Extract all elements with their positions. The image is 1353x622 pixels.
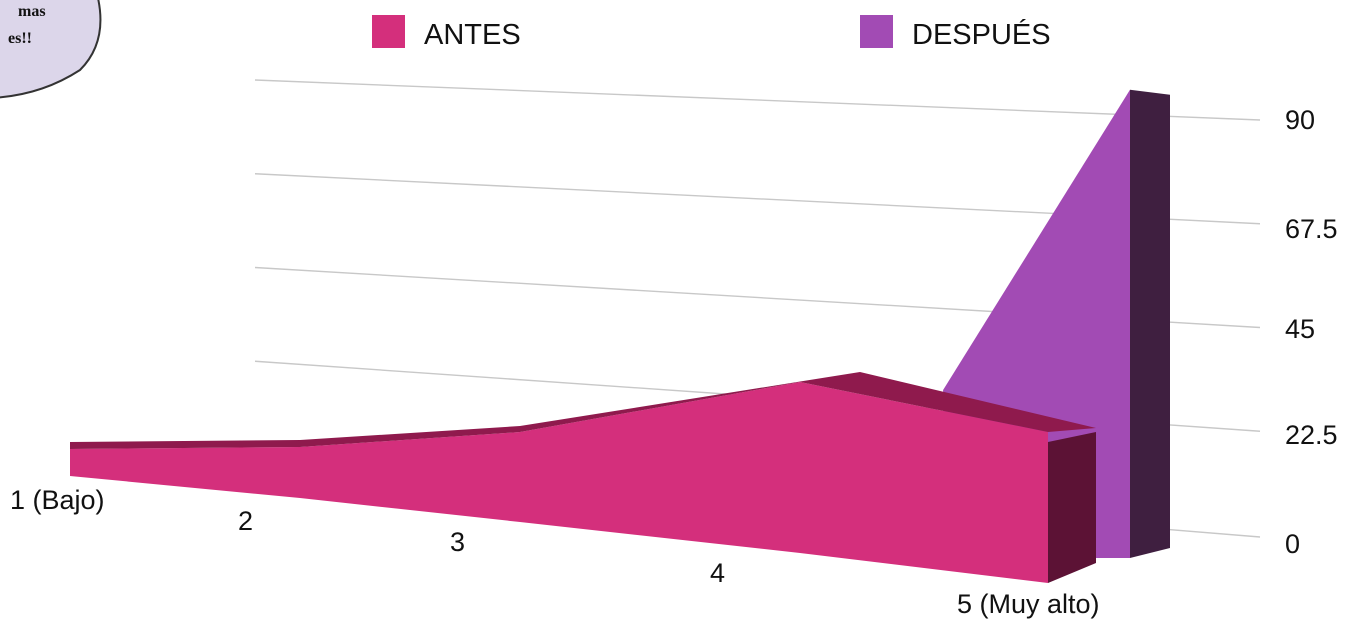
- x-tick-label-5-muy-alto: 5 (Muy alto): [957, 589, 1100, 619]
- callout-bubble: mas es!!: [0, 0, 102, 99]
- x-tick-label-1-bajo: 1 (Bajo): [10, 485, 105, 515]
- gridline-90: [254, 79, 1261, 121]
- x-tick-label-4: 4: [710, 558, 725, 588]
- antes-area-top: [70, 372, 1096, 449]
- y-tick-label-22-5: 22.5: [1285, 420, 1338, 450]
- series-antes: [70, 372, 1096, 583]
- despues-area-side: [1130, 89, 1170, 559]
- legend-label-antes: ANTES: [424, 19, 521, 51]
- legend: ANTES DESPUÉS: [372, 15, 1051, 51]
- x-tick-label-2: 2: [238, 506, 253, 536]
- y-tick-label-45: 45: [1285, 314, 1315, 344]
- legend-label-despues: DESPUÉS: [912, 18, 1051, 51]
- x-axis-ticks: 1 (Bajo) 2 3 4 5 (Muy alto): [10, 485, 1100, 619]
- y-tick-label-90: 90: [1285, 105, 1315, 135]
- y-tick-label-67-5: 67.5: [1285, 214, 1338, 244]
- legend-swatch-antes: [372, 15, 405, 48]
- callout-text-line1: mas: [18, 3, 46, 20]
- antes-area-side: [1048, 432, 1096, 583]
- y-axis-ticks: 0 22.5 45 67.5 90: [1285, 105, 1338, 559]
- callout-text-line2: es!!: [8, 30, 32, 47]
- y-tick-label-0: 0: [1285, 529, 1300, 559]
- antes-area-face: [70, 382, 1048, 583]
- x-tick-label-3: 3: [450, 527, 465, 557]
- callout-shape: [0, 0, 102, 99]
- legend-swatch-despues: [860, 15, 893, 48]
